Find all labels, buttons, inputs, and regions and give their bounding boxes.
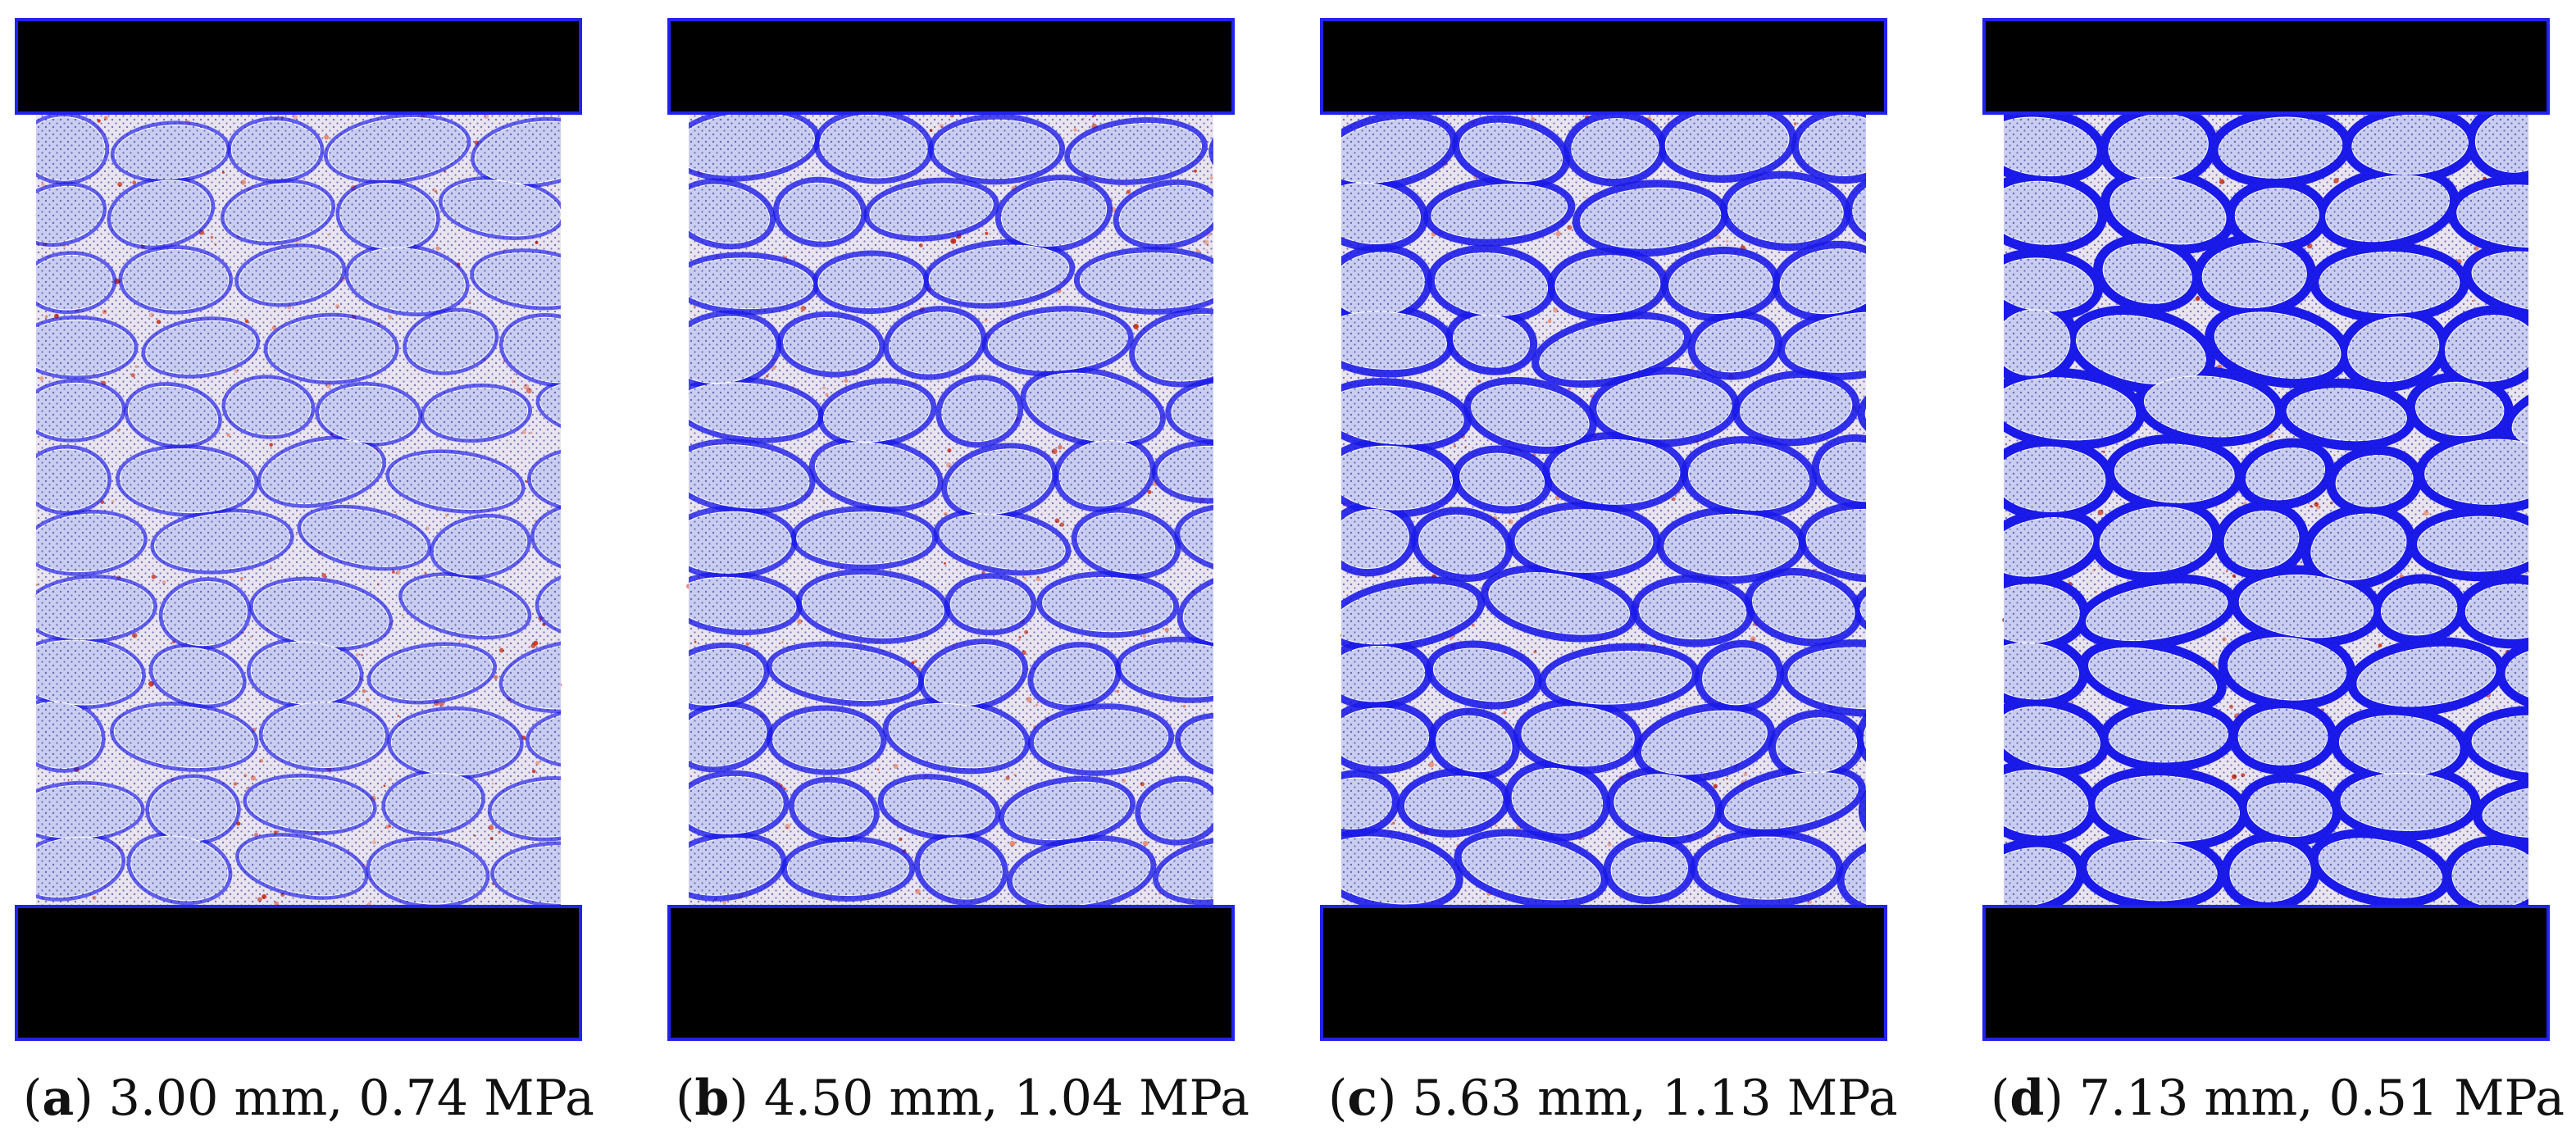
panel-letter: a (42, 1070, 75, 1127)
top-loading-platen (15, 18, 582, 115)
aggregate (1864, 378, 1866, 438)
top-loading-platen (1320, 18, 1887, 115)
panel-caption: (d) 7.13 mm, 0.51 MPa (1991, 1070, 2565, 1127)
panel-b: (b) 4.50 mm, 1.04 MPa (667, 0, 1249, 1145)
panel-caption: (c) 5.63 mm, 1.13 MPa (1328, 1070, 1898, 1127)
particle-texture (1341, 115, 1866, 905)
top-loading-platen (1982, 18, 2550, 115)
top-loading-platen (667, 18, 1235, 115)
panel-caption-text: 4.50 mm, 1.04 MPa (763, 1070, 1250, 1127)
panel-a: (a) 3.00 mm, 0.74 MPa (15, 0, 594, 1145)
panel-caption: (a) 3.00 mm, 0.74 MPa (23, 1070, 594, 1127)
panel-caption-text: 3.00 mm, 0.74 MPa (108, 1070, 594, 1127)
aggregate (1221, 176, 1241, 252)
bottom-loading-platen (15, 905, 582, 1041)
bottom-loading-platen (1320, 905, 1887, 1041)
panel-caption-text: 7.13 mm, 0.51 MPa (2078, 1070, 2565, 1127)
panel-caption: (b) 4.50 mm, 1.04 MPa (676, 1070, 1250, 1127)
panel-letter: d (2009, 1070, 2045, 1127)
panel-letter: b (694, 1070, 730, 1127)
particle-texture (36, 115, 561, 905)
specimen-image (34, 113, 589, 908)
crack-band (1213, 761, 1241, 854)
specimen-image (686, 113, 1241, 905)
panel-c: (c) 5.63 mm, 1.13 MPa (1320, 0, 1898, 1145)
bottom-loading-platen (667, 905, 1235, 1041)
particle-texture (2004, 115, 2528, 905)
specimen-image (1340, 114, 1894, 906)
panel-caption-text: 5.63 mm, 1.13 MPa (1412, 1070, 1898, 1127)
panel-letter: c (1347, 1070, 1377, 1127)
crack-band (562, 169, 589, 251)
particle-texture (689, 115, 1213, 905)
aggregate (1863, 703, 1866, 770)
aggregate (1864, 779, 1894, 845)
aggregate (1220, 767, 1241, 847)
panel-d: (d) 7.13 mm, 0.51 MPa (1982, 0, 2565, 1145)
crack-band (1213, 169, 1241, 258)
aggregate (1213, 115, 1241, 183)
specimen-image (2002, 114, 2530, 906)
aggregate (567, 174, 589, 246)
bottom-loading-platen (1982, 905, 2550, 1041)
